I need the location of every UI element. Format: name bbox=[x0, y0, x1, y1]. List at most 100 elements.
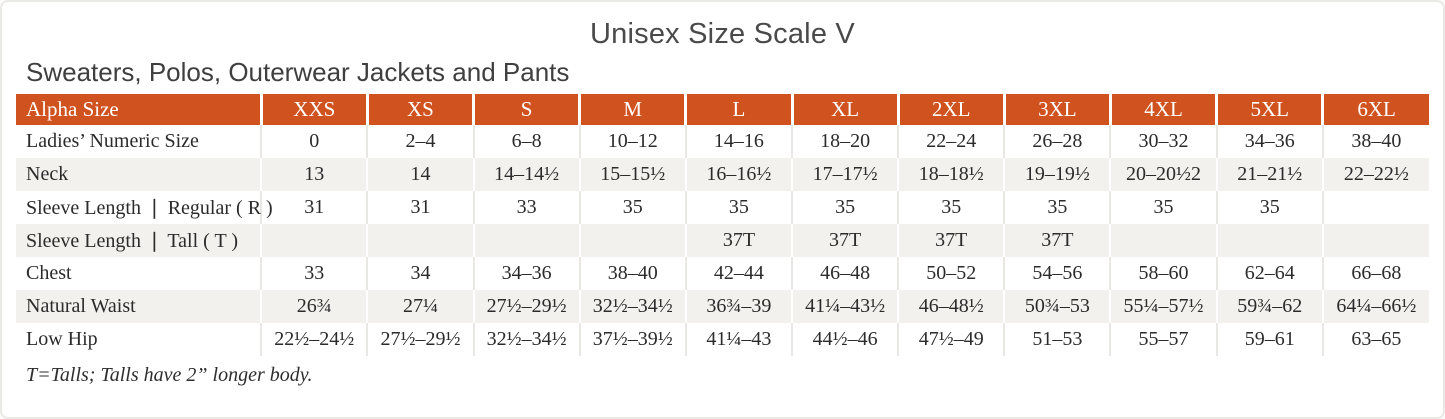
table-cell: 35 bbox=[1003, 191, 1111, 224]
table-cell: 18–18½ bbox=[897, 158, 1005, 191]
row-label: Low Hip bbox=[26, 328, 98, 350]
table-cell: 21–21½ bbox=[1215, 158, 1323, 191]
row-label: Ladies’ Numeric Size bbox=[26, 130, 199, 152]
table-cell: 15–15½ bbox=[578, 158, 686, 191]
table-cell: 59¾–62 bbox=[1215, 290, 1323, 323]
table-cell: 26¾ bbox=[260, 290, 368, 323]
table-cell: 62–64 bbox=[1215, 257, 1323, 290]
table-cell: 34 bbox=[366, 257, 474, 290]
table-cell: 44½–46 bbox=[790, 323, 899, 356]
table-cell: 37½–39½ bbox=[578, 323, 686, 356]
table-cell bbox=[578, 224, 686, 257]
table-cell: 58–60 bbox=[1109, 257, 1217, 290]
table-cell: 34–36 bbox=[472, 257, 580, 290]
table-cell: 31 bbox=[366, 191, 474, 224]
table-cell bbox=[1109, 224, 1217, 257]
table-cell: 37T bbox=[1003, 224, 1111, 257]
column-header-xl: XL bbox=[790, 94, 899, 125]
table-cell: 50¾–53 bbox=[1003, 290, 1111, 323]
table-cell: 47½–49 bbox=[897, 323, 1005, 356]
table-row-ladies-numeric-size: Ladies’ Numeric Size 0 2–4 6–8 10–12 14–… bbox=[16, 125, 1429, 158]
table-cell: 42–44 bbox=[684, 257, 792, 290]
table-cell: 27½–29½ bbox=[472, 290, 580, 323]
table-cell: 51–53 bbox=[1003, 323, 1111, 356]
table-cell: 55¼–57½ bbox=[1109, 290, 1217, 323]
table-cell: 64¼–66½ bbox=[1321, 290, 1429, 323]
table-cell: 35 bbox=[897, 191, 1005, 224]
column-header-4xl: 4XL bbox=[1108, 94, 1217, 125]
table-cell: 13 bbox=[260, 158, 368, 191]
table-cell: 59–61 bbox=[1215, 323, 1323, 356]
table-cell: 14 bbox=[366, 158, 474, 191]
column-header-5xl: 5XL bbox=[1215, 94, 1323, 125]
table-row-chest: Chest 33 34 34–36 38–40 42–44 46–48 50–5… bbox=[16, 257, 1429, 290]
table-cell: 20–20½2 bbox=[1109, 158, 1217, 191]
table-cell: 17–17½ bbox=[790, 158, 899, 191]
table-cell: 35 bbox=[790, 191, 899, 224]
row-label: Natural Waist bbox=[26, 295, 136, 317]
table-cell: 14–14½ bbox=[472, 158, 580, 191]
size-table: Alpha Size XXS XS S M L XL 2XL 3XL 4XL 5… bbox=[16, 94, 1429, 356]
table-cell: 22½–24½ bbox=[260, 323, 368, 356]
table-row-low-hip: Low Hip 22½–24½ 27½–29½ 32½–34½ 37½–39½ … bbox=[16, 323, 1429, 356]
table-cell: 54–56 bbox=[1003, 257, 1111, 290]
row-label: Neck bbox=[26, 163, 69, 185]
column-header-xxs: XXS bbox=[259, 94, 368, 125]
table-cell: 46–48 bbox=[790, 257, 899, 290]
table-cell: 34–36 bbox=[1215, 125, 1323, 158]
table-cell: 35 bbox=[578, 191, 686, 224]
table-cell: 37T bbox=[790, 224, 899, 257]
table-cell: 22–24 bbox=[897, 125, 1005, 158]
table-cell: 19–19½ bbox=[1003, 158, 1111, 191]
column-header-6xl: 6XL bbox=[1321, 94, 1429, 125]
table-cell: 27¼ bbox=[366, 290, 474, 323]
column-header-m: M bbox=[578, 94, 686, 125]
table-cell: 32½–34½ bbox=[578, 290, 686, 323]
table-cell: 35 bbox=[684, 191, 792, 224]
table-cell bbox=[260, 224, 368, 257]
table-cell: 46–48½ bbox=[897, 290, 1005, 323]
table-cell: 35 bbox=[1109, 191, 1217, 224]
table-cell: 38–40 bbox=[1321, 125, 1429, 158]
table-cell: 37T bbox=[897, 224, 1005, 257]
table-header-row: Alpha Size XXS XS S M L XL 2XL 3XL 4XL 5… bbox=[16, 94, 1429, 125]
table-cell: 37T bbox=[684, 224, 792, 257]
table-cell: 10–12 bbox=[578, 125, 686, 158]
table-cell: 33 bbox=[472, 191, 580, 224]
table-cell: 6–8 bbox=[472, 125, 580, 158]
table-cell: 27½–29½ bbox=[366, 323, 474, 356]
table-cell: 0 bbox=[260, 125, 368, 158]
table-cell: 36¾–39 bbox=[684, 290, 792, 323]
table-cell: 50–52 bbox=[897, 257, 1005, 290]
table-cell: 30–32 bbox=[1109, 125, 1217, 158]
table-cell: 31 bbox=[260, 191, 368, 224]
table-row-natural-waist: Natural Waist 26¾ 27¼ 27½–29½ 32½–34½ 36… bbox=[16, 290, 1429, 323]
row-label: Sleeve Length ❘ Regular ( R ) bbox=[26, 197, 273, 219]
column-header-alpha-size: Alpha Size bbox=[16, 94, 262, 125]
column-header-xs: XS bbox=[365, 94, 474, 125]
page-title: Unisex Size Scale V bbox=[590, 18, 855, 50]
table-cell: 41¼–43 bbox=[684, 323, 792, 356]
table-row-sleeve-length-regular: Sleeve Length ❘ Regular ( R ) 31 31 33 3… bbox=[16, 191, 1429, 224]
table-cell: 38–40 bbox=[578, 257, 686, 290]
table-cell bbox=[366, 224, 474, 257]
column-header-2xl: 2XL bbox=[896, 94, 1005, 125]
table-cell: 26–28 bbox=[1003, 125, 1111, 158]
column-header-3xl: 3XL bbox=[1002, 94, 1111, 125]
table-cell: 22–22½ bbox=[1321, 158, 1429, 191]
page-subtitle: Sweaters, Polos, Outerwear Jackets and P… bbox=[26, 57, 570, 87]
table-cell: 55–57 bbox=[1109, 323, 1217, 356]
column-header-s: S bbox=[472, 94, 580, 125]
table-cell: 63–65 bbox=[1321, 323, 1429, 356]
column-header-l: L bbox=[684, 94, 792, 125]
table-cell: 14–16 bbox=[684, 125, 792, 158]
table-cell: 16–16½ bbox=[684, 158, 792, 191]
footnote: T=Talls; Talls have 2” longer body. bbox=[26, 364, 313, 386]
table-cell: 32½–34½ bbox=[472, 323, 580, 356]
table-cell: 66–68 bbox=[1321, 257, 1429, 290]
table-cell bbox=[1215, 224, 1323, 257]
table-cell bbox=[1321, 191, 1429, 224]
table-cell: 35 bbox=[1215, 191, 1323, 224]
table-cell: 41¼–43½ bbox=[790, 290, 899, 323]
